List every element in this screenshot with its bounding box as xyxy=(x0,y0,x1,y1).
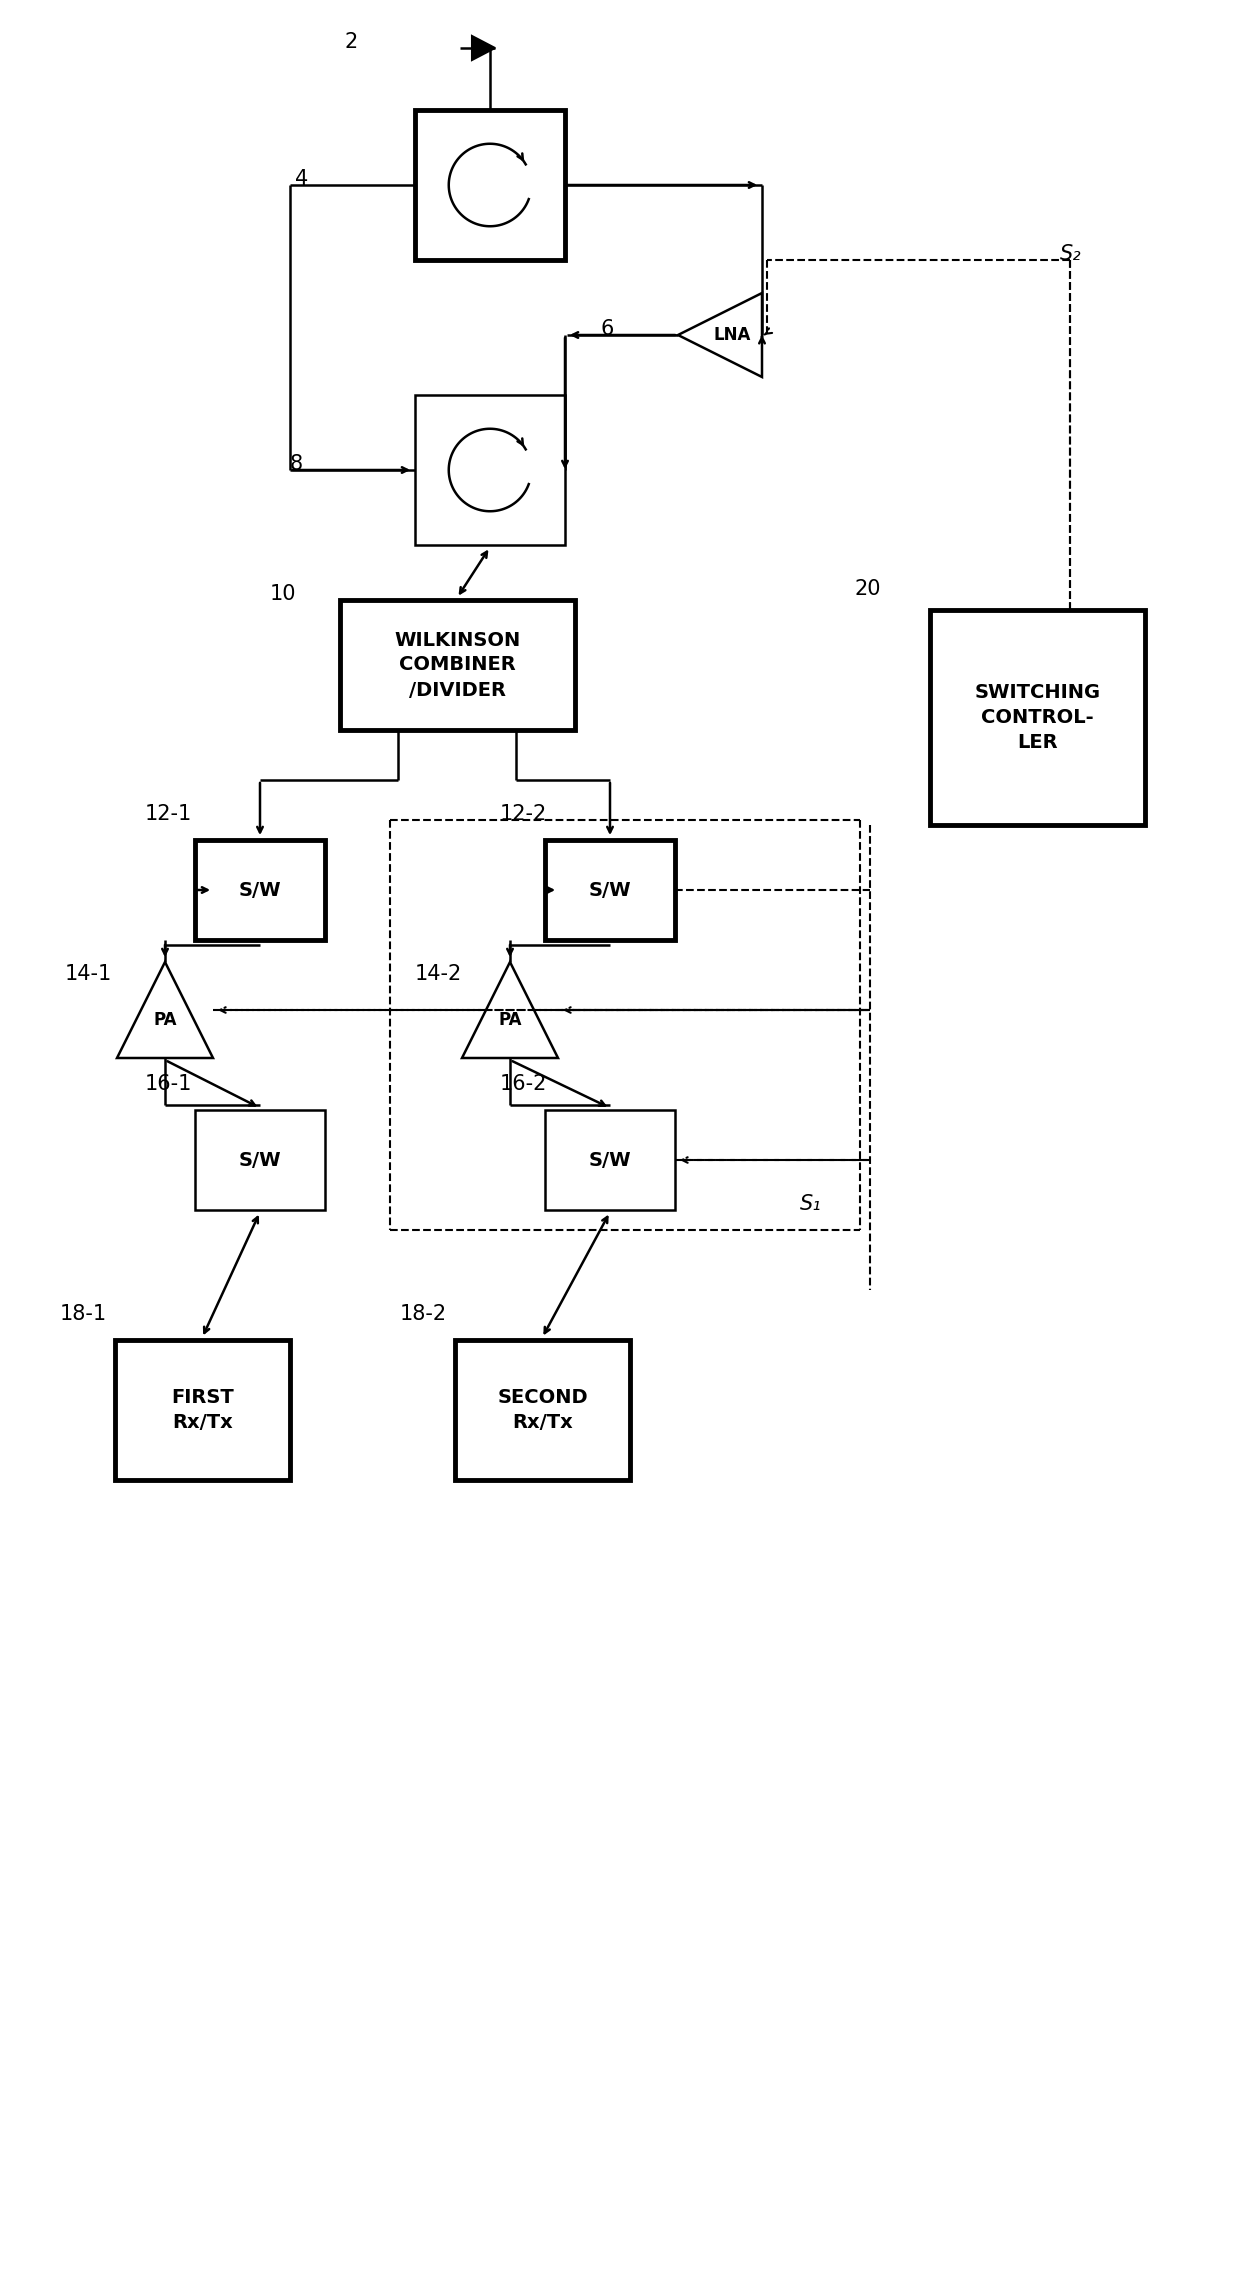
Text: 12-2: 12-2 xyxy=(500,804,547,825)
Bar xyxy=(415,110,565,259)
Text: 16-1: 16-1 xyxy=(145,1074,192,1095)
Text: 18-2: 18-2 xyxy=(401,1304,448,1324)
Polygon shape xyxy=(117,962,213,1058)
Text: PA: PA xyxy=(498,1010,522,1029)
Text: 12-1: 12-1 xyxy=(145,804,192,825)
Text: 14-2: 14-2 xyxy=(415,965,463,985)
Text: LNA: LNA xyxy=(714,325,751,344)
Text: S/W: S/W xyxy=(238,1150,281,1168)
Text: 18-1: 18-1 xyxy=(60,1304,107,1324)
Text: 20: 20 xyxy=(856,580,882,598)
Text: 16-2: 16-2 xyxy=(500,1074,547,1095)
Text: 10: 10 xyxy=(270,584,296,605)
Text: 6: 6 xyxy=(600,318,614,339)
Text: 4: 4 xyxy=(295,170,309,188)
Text: PA: PA xyxy=(154,1010,177,1029)
Bar xyxy=(415,394,565,545)
Text: 14-1: 14-1 xyxy=(64,965,113,985)
Bar xyxy=(930,609,1145,825)
Text: SWITCHING
CONTROL-
LER: SWITCHING CONTROL- LER xyxy=(975,683,1101,751)
Text: 2: 2 xyxy=(345,32,358,53)
Text: S₁: S₁ xyxy=(800,1194,822,1214)
Text: S/W: S/W xyxy=(589,1150,631,1168)
Bar xyxy=(195,841,325,939)
Bar xyxy=(115,1340,290,1480)
Bar xyxy=(546,1111,675,1210)
Text: WILKINSON
COMBINER
/DIVIDER: WILKINSON COMBINER /DIVIDER xyxy=(394,630,521,699)
Text: S₂: S₂ xyxy=(1060,245,1081,263)
Text: SECOND
Rx/Tx: SECOND Rx/Tx xyxy=(497,1388,588,1432)
Text: 8: 8 xyxy=(290,454,303,474)
Bar xyxy=(546,841,675,939)
Bar xyxy=(455,1340,630,1480)
Bar xyxy=(340,600,575,731)
Polygon shape xyxy=(472,37,495,60)
Polygon shape xyxy=(463,962,558,1058)
Text: S/W: S/W xyxy=(589,880,631,900)
Text: S/W: S/W xyxy=(238,880,281,900)
Text: FIRST
Rx/Tx: FIRST Rx/Tx xyxy=(171,1388,234,1432)
Polygon shape xyxy=(678,293,763,378)
Bar xyxy=(195,1111,325,1210)
